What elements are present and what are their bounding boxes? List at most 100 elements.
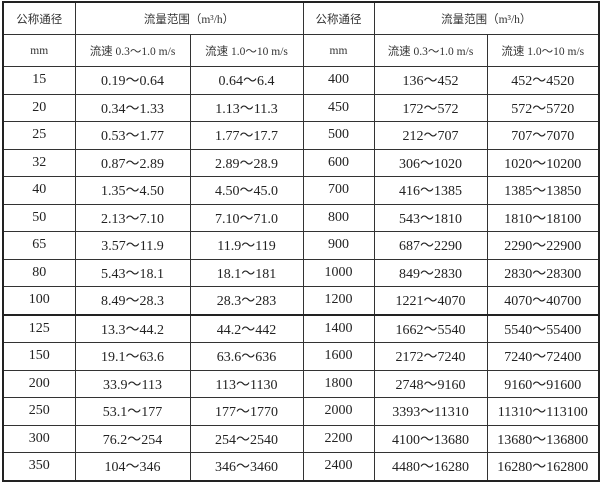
cell-flow-low-left: 19.1～63.6	[74, 342, 191, 371]
header-speed-low-right: 流速 0.3～1.0 m/s	[373, 34, 488, 67]
cell-flow-high-left: 0.64～6.4	[189, 66, 304, 95]
table-row: 100 8.49～28.3 28.3～283 1200 1221～4070 4070～40…	[2, 286, 600, 315]
cell-flow-low-right: 4100～13680	[373, 424, 488, 453]
cell-flow-low-right: 687～2290	[373, 231, 488, 260]
cell-dn-left: 20	[2, 93, 76, 122]
cell-dn-right: 1200	[302, 286, 375, 315]
cell-flow-high-right: 7240～72400	[486, 342, 600, 371]
cell-dn-right: 2200	[302, 424, 375, 453]
header-dn-left: 公称通径	[2, 1, 76, 35]
cell-dn-left: 125	[2, 313, 76, 343]
cell-flow-low-left: 0.87～2.89	[74, 148, 191, 177]
cell-flow-high-right: 1385～13850	[486, 176, 600, 205]
cell-flow-high-left: 18.1～181	[189, 258, 304, 287]
cell-dn-left: 250	[2, 397, 76, 426]
cell-flow-low-left: 104～346	[74, 452, 191, 481]
cell-dn-right: 2400	[302, 452, 375, 481]
cell-flow-low-left: 13.3～44.2	[74, 313, 191, 343]
cell-flow-low-right: 212～707	[373, 121, 488, 150]
table-row: 250 53.1～177 177～1770 2000 3393～11310 11310～1…	[2, 397, 600, 426]
cell-dn-left: 300	[2, 424, 76, 453]
header-unit-left: mm	[2, 34, 76, 67]
header-speed-high-right: 流速 1.0～10 m/s	[486, 34, 600, 67]
cell-dn-right: 1600	[302, 342, 375, 371]
table-row: 300 76.2～254 254～2540 2200 4100～13680 13680～1…	[2, 424, 600, 453]
cell-flow-high-left: 2.89～28.9	[189, 148, 304, 177]
cell-flow-high-left: 346～3460	[189, 452, 304, 481]
cell-dn-right: 2000	[302, 397, 375, 426]
table-row: 25 0.53～1.77 1.77～17.7 500 212～707 707～7070	[2, 121, 600, 150]
cell-flow-high-right: 11310～113100	[486, 397, 600, 426]
cell-flow-low-right: 136～452	[373, 66, 488, 95]
table-row: 40 1.35～4.50 4.50～45.0 700 416～1385 1385～1385…	[2, 176, 600, 205]
cell-flow-low-left: 53.1～177	[74, 397, 191, 426]
cell-flow-high-right: 2290～22900	[486, 231, 600, 260]
cell-dn-left: 150	[2, 342, 76, 371]
cell-flow-low-right: 543～1810	[373, 203, 488, 232]
cell-flow-high-right: 707～7070	[486, 121, 600, 150]
header-flow-right: 流量范围（m³/h）	[373, 1, 600, 35]
cell-dn-left: 200	[2, 369, 76, 398]
cell-flow-low-right: 2748～9160	[373, 369, 488, 398]
cell-flow-high-right: 9160～91600	[486, 369, 600, 398]
cell-flow-high-left: 44.2～442	[189, 313, 304, 343]
header-speed-high-left: 流速 1.0～10 m/s	[189, 34, 304, 67]
cell-flow-low-right: 172～572	[373, 93, 488, 122]
cell-flow-low-right: 416～1385	[373, 176, 488, 205]
cell-flow-low-left: 5.43～18.1	[74, 258, 191, 287]
cell-dn-left: 65	[2, 231, 76, 260]
header-speed-low-left: 流速 0.3～1.0 m/s	[74, 34, 191, 67]
table-row: 80 5.43～18.1 18.1～181 1000 849～2830 2830～2830…	[2, 258, 600, 287]
cell-flow-low-right: 1221～4070	[373, 286, 488, 315]
cell-flow-high-right: 16280～162800	[486, 452, 600, 481]
header-unit-right: mm	[302, 34, 375, 67]
cell-dn-right: 1000	[302, 258, 375, 287]
header-row-2: mm 流速 0.3～1.0 m/s 流速 1.0～10 m/s mm 流速 0.…	[2, 34, 600, 67]
cell-dn-right: 1800	[302, 369, 375, 398]
cell-dn-right: 600	[302, 148, 375, 177]
cell-flow-low-right: 2172～7240	[373, 342, 488, 371]
cell-flow-low-right: 849～2830	[373, 258, 488, 287]
cell-dn-right: 900	[302, 231, 375, 260]
cell-dn-right: 400	[302, 66, 375, 95]
table-row: 200 33.9～113 113～1130 1800 2748～9160 9160～916…	[2, 369, 600, 398]
cell-flow-high-right: 572～5720	[486, 93, 600, 122]
cell-flow-low-right: 1662～5540	[373, 313, 488, 343]
cell-flow-low-left: 0.53～1.77	[74, 121, 191, 150]
cell-flow-high-left: 4.50～45.0	[189, 176, 304, 205]
cell-dn-right: 1400	[302, 313, 375, 343]
cell-flow-high-left: 1.77～17.7	[189, 121, 304, 150]
cell-flow-high-left: 113～1130	[189, 369, 304, 398]
cell-flow-low-left: 0.19～0.64	[74, 66, 191, 95]
cell-flow-high-right: 4070～40700	[486, 286, 600, 315]
cell-flow-low-right: 306～1020	[373, 148, 488, 177]
cell-dn-right: 700	[302, 176, 375, 205]
table-row: 15 0.19～0.64 0.64～6.4 400 136～452 452～4520	[2, 66, 600, 95]
table-row: 32 0.87～2.89 2.89～28.9 600 306～1020 1020～1020…	[2, 148, 600, 177]
header-row-1: 公称通径 流量范围（m³/h） 公称通径 流量范围（m³/h）	[2, 1, 600, 35]
cell-flow-high-left: 11.9～119	[189, 231, 304, 260]
cell-dn-right: 800	[302, 203, 375, 232]
table-row: 20 0.34～1.33 1.13～11.3 450 172～572 572～5720	[2, 93, 600, 122]
cell-flow-high-left: 7.10～71.0	[189, 203, 304, 232]
cell-dn-left: 80	[2, 258, 76, 287]
cell-flow-high-left: 254～2540	[189, 424, 304, 453]
header-dn-right: 公称通径	[302, 1, 375, 35]
cell-flow-high-left: 1.13～11.3	[189, 93, 304, 122]
cell-dn-left: 100	[2, 286, 76, 315]
cell-dn-left: 50	[2, 203, 76, 232]
cell-dn-right: 500	[302, 121, 375, 150]
cell-flow-low-left: 3.57～11.9	[74, 231, 191, 260]
cell-flow-high-right: 5540～55400	[486, 313, 600, 343]
table-row: 150 19.1～63.6 63.6～636 1600 2172～7240 7240～72…	[2, 342, 600, 371]
cell-flow-low-left: 33.9～113	[74, 369, 191, 398]
cell-dn-left: 350	[2, 452, 76, 481]
cell-flow-high-right: 452～4520	[486, 66, 600, 95]
cell-flow-low-right: 4480～16280	[373, 452, 488, 481]
cell-dn-left: 32	[2, 148, 76, 177]
cell-flow-low-right: 3393～11310	[373, 397, 488, 426]
cell-flow-high-right: 1810～18100	[486, 203, 600, 232]
cell-flow-high-right: 13680～136800	[486, 424, 600, 453]
cell-flow-high-left: 28.3～283	[189, 286, 304, 315]
